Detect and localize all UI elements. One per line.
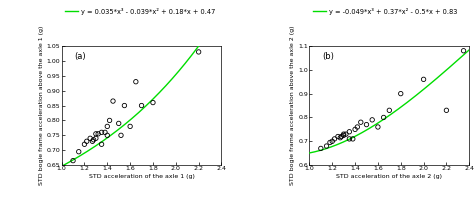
X-axis label: STD acceleration of the axle 2 (g): STD acceleration of the axle 2 (g) [337, 174, 442, 179]
Point [149, 101, 157, 104]
Point [127, 125, 134, 128]
Legend: y = 0.035*x³ - 0.039*x² + 0.18*x + 0.47: y = 0.035*x³ - 0.039*x² + 0.18*x + 0.47 [65, 8, 215, 15]
Y-axis label: STD bogie frame acceleration above the axle 1 (g): STD bogie frame acceleration above the a… [39, 26, 44, 185]
Point [81, 143, 88, 146]
Point [420, 78, 428, 81]
Point [94, 132, 102, 135]
Point [138, 104, 146, 107]
Point [363, 123, 370, 126]
Point [98, 131, 105, 134]
Point [115, 122, 122, 125]
Point [90, 138, 97, 141]
Point [89, 140, 96, 143]
Point [75, 150, 82, 153]
X-axis label: STD acceleration of the axle 1 (g): STD acceleration of the axle 1 (g) [89, 174, 194, 179]
Point [92, 137, 100, 140]
Point [92, 132, 100, 135]
Point [337, 136, 344, 139]
Point [109, 99, 117, 103]
Point [103, 134, 111, 137]
Point [351, 128, 359, 131]
Point [380, 116, 387, 119]
Point [132, 80, 140, 83]
Point [337, 135, 345, 138]
Point [323, 144, 330, 148]
Point [342, 133, 350, 136]
Point [101, 131, 109, 134]
Point [354, 125, 361, 129]
Point [334, 135, 342, 138]
Text: (b): (b) [322, 52, 334, 61]
Point [340, 134, 347, 137]
Point [460, 49, 467, 52]
Point [326, 141, 334, 144]
Point [397, 92, 404, 95]
Y-axis label: STD bogie frame acceleration above the axle 2 (g): STD bogie frame acceleration above the a… [291, 26, 295, 185]
Point [340, 133, 347, 136]
Point [349, 137, 356, 141]
Text: (a): (a) [74, 52, 86, 61]
Point [374, 125, 382, 129]
Point [106, 119, 113, 122]
Point [443, 109, 450, 112]
Point [83, 140, 91, 143]
Point [331, 137, 338, 141]
Point [103, 125, 111, 128]
Point [385, 109, 393, 112]
Legend: y = -0.049*x³ + 0.37*x² - 0.5*x + 0.83: y = -0.049*x³ + 0.37*x² - 0.5*x + 0.83 [313, 8, 457, 15]
Point [117, 134, 125, 137]
Point [69, 159, 77, 162]
Point [357, 121, 365, 124]
Point [98, 143, 105, 146]
Point [368, 118, 376, 121]
Point [86, 137, 94, 140]
Point [346, 137, 353, 141]
Point [195, 50, 202, 54]
Point [346, 130, 353, 133]
Point [328, 140, 336, 143]
Point [120, 104, 128, 107]
Point [317, 147, 325, 150]
